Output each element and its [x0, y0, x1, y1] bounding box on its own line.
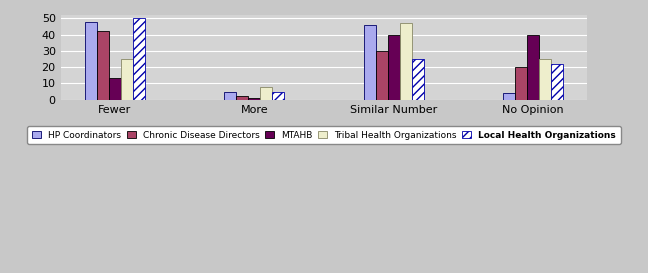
Bar	[388, 34, 400, 100]
Bar	[97, 31, 109, 100]
Legend: HP Coordinators, Chronic Disease Directors, MTAHB, Tribal Health Organizations, : HP Coordinators, Chronic Disease Directo…	[27, 126, 621, 144]
Bar	[503, 93, 515, 100]
Bar	[412, 59, 424, 100]
Bar	[109, 78, 121, 100]
Bar	[551, 64, 564, 100]
Bar	[515, 67, 527, 100]
Bar	[527, 34, 539, 100]
Bar	[260, 87, 272, 100]
Bar	[364, 25, 376, 100]
Bar	[272, 91, 284, 100]
Bar	[400, 23, 412, 100]
Bar	[224, 91, 236, 100]
Bar	[376, 51, 388, 100]
Bar	[236, 96, 248, 100]
Bar	[539, 59, 551, 100]
Bar	[248, 98, 260, 100]
Bar	[84, 22, 97, 100]
Bar	[121, 59, 133, 100]
Bar	[133, 18, 145, 100]
